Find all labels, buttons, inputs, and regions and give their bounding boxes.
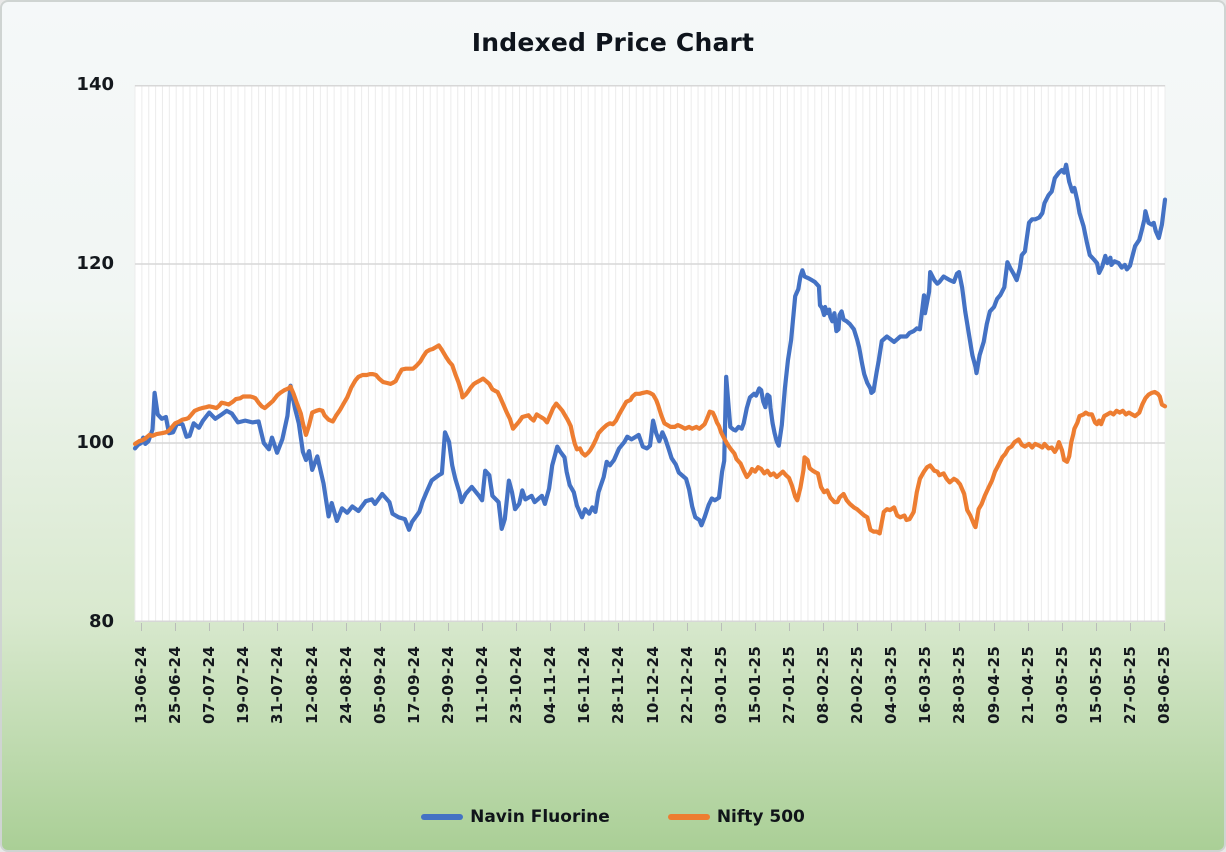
x-tick-mark <box>209 623 211 631</box>
x-tick-mark <box>516 623 518 631</box>
x-tick-label: 24-08-24 <box>336 645 355 724</box>
x-tick-label: 25-06-24 <box>166 645 185 724</box>
x-tick-label: 10-12-24 <box>643 645 662 724</box>
x-tick-label: 03-05-25 <box>1052 645 1071 724</box>
x-tick-mark <box>925 623 927 631</box>
x-tick-mark <box>1095 623 1097 631</box>
x-tick-label: 21-04-25 <box>1018 645 1037 724</box>
legend-line-swatch <box>421 814 464 820</box>
y-tick-label: 100 <box>76 432 114 453</box>
x-tick-mark <box>550 623 552 631</box>
legend-item-nifty-500: Nifty 500 <box>667 807 805 827</box>
x-tick-label: 23-10-24 <box>507 645 526 724</box>
x-tick-label: 08-02-25 <box>814 645 832 724</box>
x-tick-label: 11-10-24 <box>473 645 491 724</box>
x-tick-mark <box>1164 623 1165 631</box>
series-line-nifty-500 <box>132 343 1168 536</box>
x-tick-label: 08-06-25 <box>1155 645 1173 724</box>
x-tick-label: 05-09-24 <box>370 645 389 724</box>
x-tick-mark <box>959 623 961 631</box>
chart-title: Indexed Price Chart <box>471 28 755 57</box>
x-tick-label: 31-07-24 <box>268 645 287 724</box>
x-tick-mark <box>891 623 893 631</box>
x-tick-mark <box>788 623 790 631</box>
x-tick-mark <box>618 623 620 631</box>
x-tick-mark <box>652 623 654 631</box>
x-tick-label: 09-04-25 <box>984 645 1003 724</box>
x-tick-label: 15-01-25 <box>745 645 764 724</box>
x-tick-mark <box>993 623 995 631</box>
x-tick-mark <box>277 623 279 631</box>
plot-area <box>132 85 1168 622</box>
x-tick-mark <box>482 623 483 631</box>
x-tick-mark <box>379 623 381 631</box>
legend-line-swatch <box>667 814 710 820</box>
x-tick-label: 03-01-25 <box>711 645 730 724</box>
x-tick-mark <box>1027 623 1029 631</box>
x-tick-label: 16-11-24 <box>575 645 594 724</box>
y-tick-label: 140 <box>76 74 114 95</box>
x-tick-mark <box>141 623 142 631</box>
x-tick-label: 28-11-24 <box>609 645 628 724</box>
x-tick-label: 15-05-25 <box>1086 645 1105 724</box>
x-tick-label: 17-09-24 <box>404 645 423 724</box>
x-tick-mark <box>175 623 177 631</box>
legend-item-navin-fluorine: Navin Fluorine <box>421 807 610 827</box>
y-tick-label: 120 <box>76 253 114 274</box>
x-tick-mark <box>857 623 859 631</box>
x-tick-mark <box>413 623 415 631</box>
x-tick-mark <box>243 623 245 631</box>
x-tick-label: 16-03-25 <box>916 645 935 724</box>
x-tick-label: 04-03-25 <box>882 645 901 724</box>
chart-canvas <box>132 85 1168 622</box>
y-tick-label: 80 <box>88 611 114 632</box>
x-tick-label: 27-05-25 <box>1120 645 1139 724</box>
x-tick-mark <box>754 623 756 631</box>
legend: Navin Fluorine Nifty 500 <box>2 807 1224 827</box>
x-tick-label: 27-01-25 <box>779 645 798 724</box>
x-tick-mark <box>1061 623 1063 631</box>
x-tick-label: 29-09-24 <box>438 645 457 724</box>
x-tick-label: 12-08-24 <box>302 645 321 724</box>
legend-label: Navin Fluorine <box>470 807 610 827</box>
x-tick-label: 20-02-25 <box>848 645 867 724</box>
legend-label: Nifty 500 <box>716 807 805 827</box>
series-line-navin-fluorine <box>132 162 1168 532</box>
x-tick-label: 28-03-25 <box>950 645 969 724</box>
x-tick-mark <box>1129 623 1131 631</box>
x-tick-mark <box>720 623 722 631</box>
x-tick-label: 13-06-24 <box>132 645 150 724</box>
x-tick-label: 22-12-24 <box>677 645 696 724</box>
x-tick-label: 04-11-24 <box>541 645 560 724</box>
x-tick-label: 07-07-24 <box>200 645 219 724</box>
x-tick-mark <box>447 623 449 631</box>
x-tick-label: 19-07-24 <box>234 645 253 724</box>
x-tick-mark <box>823 623 824 631</box>
x-tick-mark <box>345 623 347 631</box>
x-tick-mark <box>686 623 688 631</box>
x-tick-mark <box>311 623 313 631</box>
x-tick-mark <box>584 623 586 631</box>
